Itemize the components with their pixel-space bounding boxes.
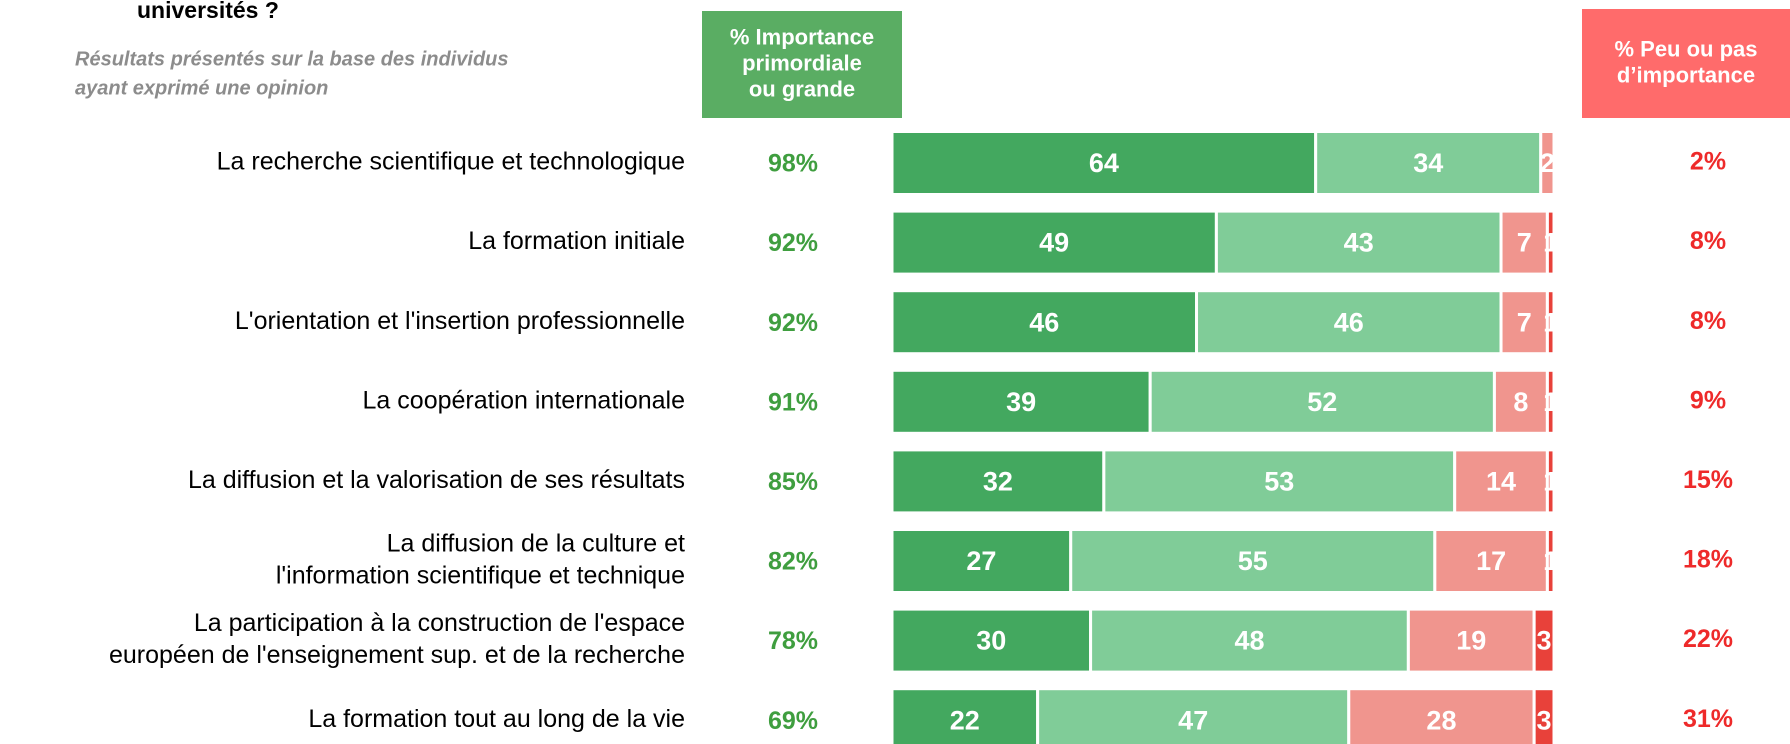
bar-value-label: 22 [950, 705, 980, 735]
subtitle: ayant exprimé une opinion [75, 77, 328, 99]
bar-value-label: 14 [1486, 467, 1516, 497]
bar-value-label: 7 [1517, 307, 1532, 337]
bar-value-label: 27 [966, 546, 996, 576]
right-percent: 9% [1690, 386, 1726, 414]
left-percent: 82% [768, 548, 818, 576]
bar-value-label: 53 [1264, 467, 1294, 497]
left-percent: 85% [768, 468, 818, 496]
bar-segment [1499, 209, 1549, 276]
bar-segment [890, 687, 1040, 744]
bar-value-label: 64 [1089, 148, 1119, 178]
category-label: La coopération internationale [363, 386, 685, 414]
bar-value-label: 46 [1334, 307, 1364, 337]
left-percent: 92% [768, 229, 818, 257]
category-label: La formation initiale [468, 227, 685, 255]
bar-value-label: 30 [976, 626, 1006, 656]
bar-segment [1102, 448, 1457, 515]
left-percent: 69% [768, 707, 818, 735]
bar-value-label: 2 [1540, 148, 1555, 178]
bar-value-label: 3 [1537, 705, 1552, 735]
bar-value-label: 7 [1517, 228, 1532, 258]
category-label: L'orientation et l'insertion professionn… [235, 307, 685, 335]
bar-value-label: 1 [1543, 387, 1558, 417]
bar-segment [1214, 209, 1503, 276]
column-header: primordiale [742, 50, 862, 75]
right-percent: 8% [1690, 227, 1726, 255]
bar-segment [890, 130, 1318, 196]
right-percent: 18% [1683, 546, 1733, 574]
bar-value-label: 28 [1426, 705, 1456, 735]
bar-segment [1545, 368, 1556, 435]
column-header-box [702, 11, 902, 118]
left-percent: 92% [768, 309, 818, 337]
bar-value-label: 19 [1456, 626, 1486, 656]
bar-segment [1532, 687, 1556, 744]
bar-segment [1545, 528, 1556, 594]
right-percent: 2% [1690, 148, 1726, 176]
bar-segment [890, 528, 1073, 594]
bar-value-label: 55 [1238, 546, 1268, 576]
bar-value-label: 47 [1178, 705, 1208, 735]
right-percent: 31% [1683, 705, 1733, 733]
category-label: La formation tout au long de la vie [308, 705, 685, 733]
bar-value-label: 52 [1307, 387, 1337, 417]
bar-segment [1545, 209, 1556, 276]
bar-segment [1532, 607, 1556, 674]
bar-value-label: 32 [983, 467, 1013, 497]
bar-value-label: 1 [1543, 467, 1558, 497]
bar-value-label: 1 [1543, 228, 1558, 258]
column-header: % Peu ou pas [1614, 36, 1757, 61]
category-label: La diffusion de la culture et [387, 530, 685, 558]
bar-segment [1433, 528, 1549, 594]
bar-value-label: 34 [1413, 148, 1443, 178]
bar-value-label: 1 [1543, 546, 1558, 576]
right-percent: 22% [1683, 625, 1733, 653]
category-label: La participation à la construction de l'… [194, 609, 685, 637]
subtitle: Résultats présentés sur la base des indi… [75, 48, 509, 70]
bar-segment [890, 448, 1106, 515]
bar-segment [1195, 289, 1503, 356]
bar-segment [1545, 289, 1556, 356]
bar-segment [1089, 607, 1410, 674]
bar-value-label: 1 [1543, 307, 1558, 337]
bar-segment [890, 607, 1093, 674]
bar-value-label: 43 [1344, 228, 1374, 258]
right-percent: 15% [1683, 466, 1733, 494]
column-header: ou grande [749, 76, 855, 101]
category-label: l'information scientifique et technique [276, 562, 685, 590]
bar-segment [890, 289, 1199, 356]
bar-value-label: 8 [1513, 387, 1528, 417]
bar-segment [1453, 448, 1549, 515]
bar-segment [1545, 448, 1556, 515]
bar-value-label: 49 [1039, 228, 1069, 258]
chart-title: universités ? [137, 0, 279, 23]
bar-value-label: 17 [1476, 546, 1506, 576]
bar-value-label: 48 [1234, 626, 1264, 656]
bar-segment [1492, 368, 1549, 435]
column-header: % Importance [730, 24, 874, 49]
bar-value-label: 39 [1006, 387, 1036, 417]
right-percent: 8% [1690, 307, 1726, 335]
bar-value-label: 46 [1029, 307, 1059, 337]
category-label: La recherche scientifique et technologiq… [217, 148, 685, 176]
left-percent: 98% [768, 150, 818, 178]
category-label: La diffusion et la valorisation de ses r… [188, 466, 685, 494]
left-percent: 78% [768, 627, 818, 655]
category-label: européen de l'enseignement sup. et de la… [109, 641, 685, 669]
bar-segment [1148, 368, 1496, 435]
bar-segment [1539, 130, 1556, 196]
bar-segment [890, 209, 1218, 276]
left-percent: 91% [768, 388, 818, 416]
column-header-box [1582, 9, 1790, 118]
column-header: d’importance [1617, 62, 1755, 87]
bar-value-label: 3 [1537, 626, 1552, 656]
